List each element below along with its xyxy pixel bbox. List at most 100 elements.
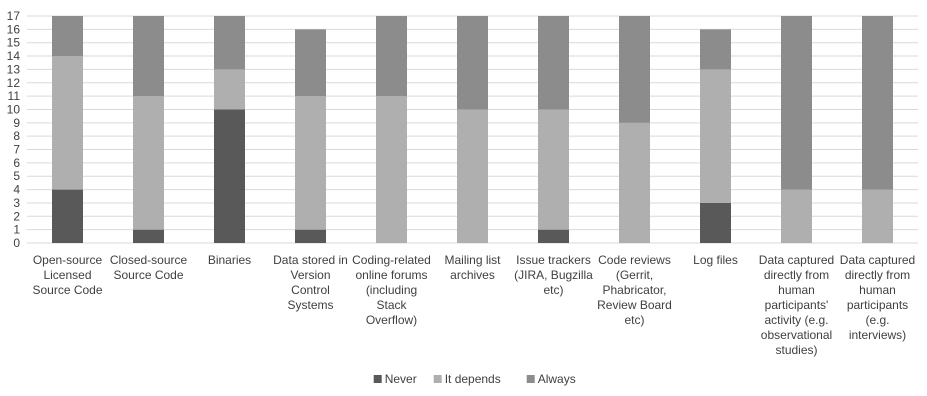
x-category-label-line: Closed-source [110,253,188,267]
x-category-label-line: archives [450,268,495,282]
bar-segment-it-depends [700,69,731,203]
legend-swatch [373,375,382,383]
bar-segment-it-depends [619,122,650,243]
x-category-label-line: Source Code [113,268,183,282]
bar-segment-never [295,229,326,243]
bar-segment-it-depends [295,96,326,230]
x-category-label: Data captured directly from human participa… [759,253,834,357]
x-category-label-line: (including [366,283,417,297]
x-category-label-line: (JIRA, Bugzilla [514,268,593,282]
bar-segment-it-depends [781,189,812,243]
legend-label: Always [538,372,576,386]
y-tick-label: 14 [7,49,21,63]
x-category-label: Mailing list archives [444,253,501,282]
bar-segment-always [619,16,650,123]
x-category-label-line: Log files [693,253,738,267]
bar-segment-always [781,16,812,190]
bar-segment-never [52,189,83,243]
x-category-label-line: Data captured [759,253,834,267]
x-category-label: Closed-source Source Code [110,253,188,282]
x-category-label-line: Data stored in [273,253,348,267]
bar-segment-always [133,16,164,97]
legend-swatch [526,375,535,383]
x-category-label-line: Issue trackers [516,253,591,267]
x-category-label: Data stored in Version Control Systems [273,253,348,312]
bar-segment-always [52,16,83,57]
x-category-label-line: Coding-related [352,253,431,267]
x-category-label: Binaries [208,253,251,267]
legend-label: It depends [445,372,501,386]
bar-segment-always [538,16,569,110]
bar-segment-it-depends [214,69,245,110]
x-category-label-line: Code reviews [598,253,671,267]
x-category-label-line: Data captured [840,253,915,267]
x-category-label-line: Stack [376,298,407,312]
bar-segment-always [295,29,326,97]
y-tick-label: 17 [7,9,21,23]
x-category-label-line: directly from [764,268,829,282]
y-tick-label: 7 [13,143,20,157]
x-category-label-line: participants [847,298,908,312]
y-tick-label: 8 [13,129,20,143]
bar-segment-always [457,16,488,110]
bar-segment-it-depends [457,109,488,244]
x-category-label-line: human [859,283,896,297]
x-category-label-line: Mailing list [444,253,501,267]
y-tick-label: 11 [8,89,21,103]
y-tick-label: 16 [7,22,21,36]
y-tick-label: 4 [13,183,20,197]
x-category-label-line: Systems [287,298,333,312]
y-tick-label: 1 [13,223,20,237]
x-category-label-line: Licensed [43,268,91,282]
x-category-label-line: Overflow) [366,313,417,327]
bar-segment-always [862,16,893,190]
x-category-label-line: studies) [775,343,817,357]
bar-segment-it-depends [862,189,893,243]
legend-item-never: Never [373,372,417,386]
bar-segment-it-depends [376,96,407,243]
x-category-label: Code reviews (Gerrit, Phabricator, Review B… [597,253,672,327]
x-category-label: Issue trackers (JIRA, Bugzilla etc) [514,253,593,297]
y-tick-label: 0 [13,236,20,250]
y-tick-label: 9 [13,116,20,130]
y-tick-label: 13 [7,62,21,76]
bar-segment-never [133,229,164,243]
x-category-label-line: directly from [845,268,910,282]
bar-segment-always [700,29,731,70]
bar-segment-it-depends [133,96,164,230]
x-category-label-line: (Gerrit, [616,268,653,282]
legend-swatch [433,375,442,383]
bar-segment-always [214,16,245,70]
x-category-label-line: observational [761,328,832,342]
x-category-label-line: etc) [543,283,563,297]
y-tick-label: 15 [7,36,21,50]
bar-segment-always [376,16,407,97]
bar-segment-never [538,229,569,243]
x-category-label-line: Source Code [32,283,102,297]
y-tick-label: 6 [13,156,20,170]
legend-item-always: Always [526,372,576,386]
x-category-label-line: participants' [765,298,829,312]
x-axis-categories: Open-source Licensed Source CodeClosed-sou… [32,253,915,357]
x-category-label: Data captured directly from human participa… [840,253,915,342]
x-category-label-line: Phabricator, [602,283,666,297]
legend-label: Never [385,372,417,386]
x-category-label-line: human [778,283,815,297]
bar-segment-never [700,202,731,243]
bar-segment-never [214,109,245,244]
x-category-label-line: etc) [624,313,644,327]
bar-segment-it-depends [52,56,83,190]
x-category-label: Coding-related online forums (including Sta… [352,253,431,327]
x-category-label-line: interviews) [849,328,906,342]
bar-segment-it-depends [538,109,569,230]
y-tick-label: 3 [13,196,20,210]
x-category-label-line: Open-source [33,253,103,267]
x-category-label: Log files [693,253,738,267]
x-category-label-line: (e.g. [865,313,889,327]
x-category-label-line: Binaries [208,253,251,267]
y-tick-label: 12 [7,76,21,90]
y-tick-label: 10 [7,102,21,116]
